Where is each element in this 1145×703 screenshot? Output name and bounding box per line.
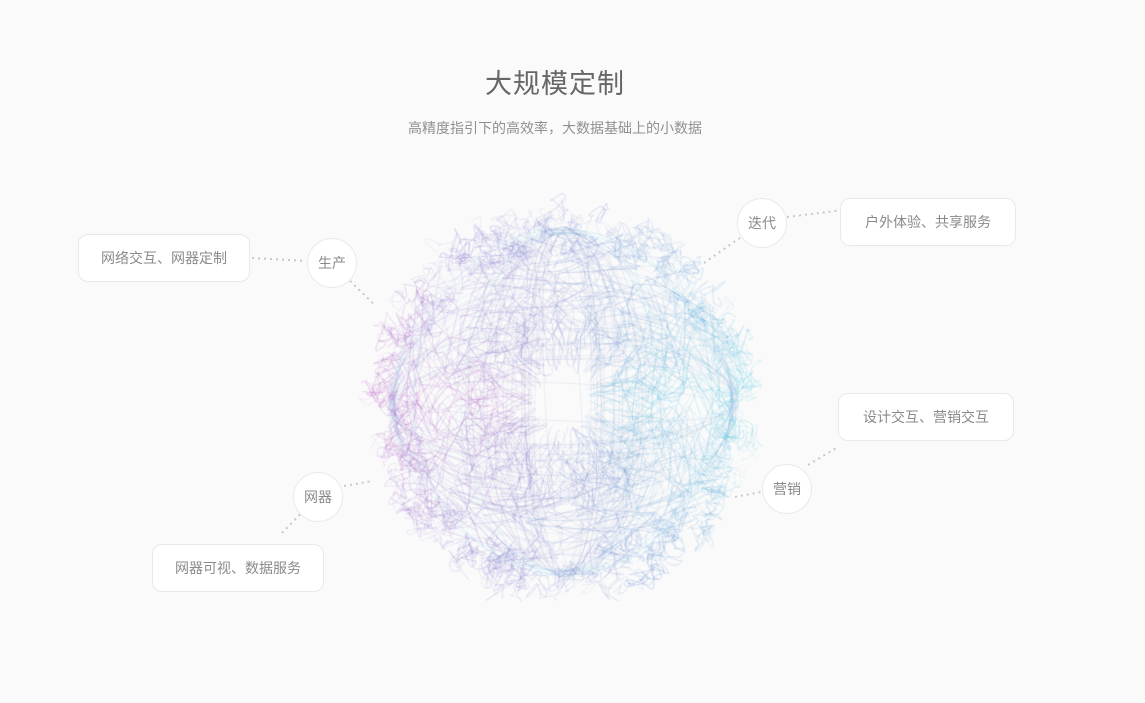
page-title: 大规模定制 [485,69,625,99]
page-subtitle: 高精度指引下的高效率，大数据基础上的小数据 [408,120,702,136]
dotted-connector-marketing-box [807,447,837,466]
label-box-production: 网络交互、网器定制 [78,234,250,282]
label-box-iteration: 户外体验、共享服务 [840,198,1016,246]
node-circle-device-text: 网器 [304,489,332,505]
label-box-marketing: 设计交互、营销交互 [838,393,1014,441]
dotted-connector-production-box [251,257,306,262]
node-circle-marketing-text: 营销 [773,481,801,497]
label-box-production-text: 网络交互、网器定制 [101,250,227,266]
node-circle-marketing: 营销 [762,464,812,514]
node-circle-production-text: 生产 [318,255,346,271]
dotted-connector-iteration-box [786,209,838,218]
node-circle-iteration-text: 迭代 [748,215,776,231]
label-box-device: 网器可视、数据服务 [152,544,324,592]
label-box-device-text: 网器可视、数据服务 [175,560,301,576]
label-box-marketing-text: 设计交互、营销交互 [863,409,989,425]
node-circle-device: 网器 [293,472,343,522]
label-box-iteration-text: 户外体验、共享服务 [865,214,991,230]
particle-sphere-visualization [348,187,778,617]
node-circle-production: 生产 [307,238,357,288]
node-circle-iteration: 迭代 [737,198,787,248]
